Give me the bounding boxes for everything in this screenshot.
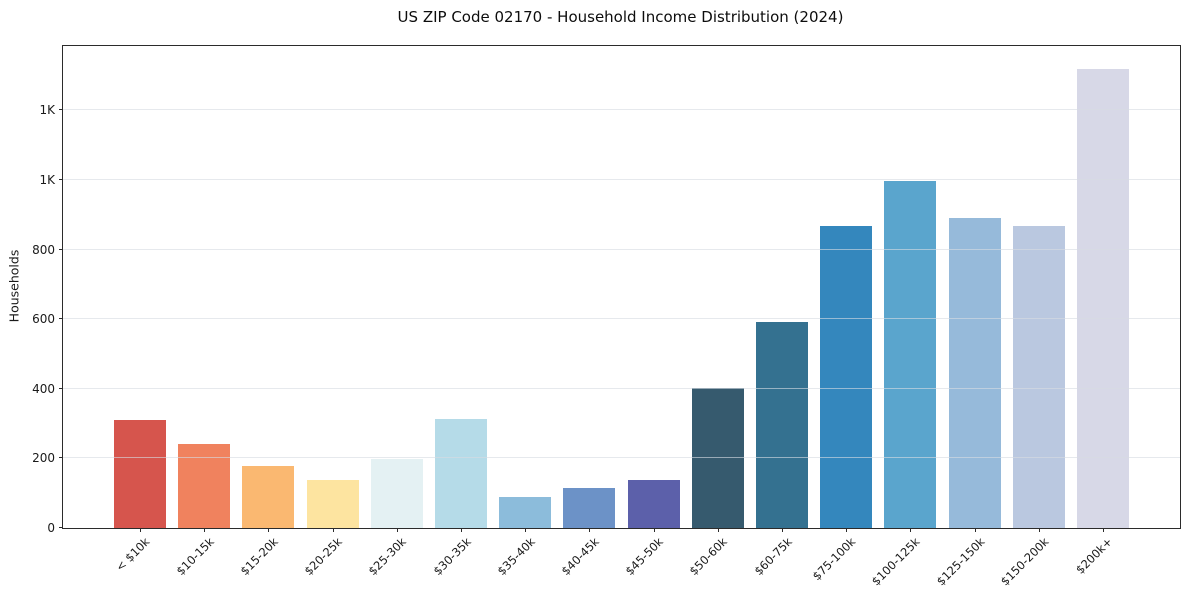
x-tick-label-text-150-200k: $150-200k — [997, 534, 1052, 589]
bar-slot-10-15k — [172, 46, 236, 528]
x-tick-mark-10k — [140, 528, 142, 532]
bar-slot-25-30k — [365, 46, 429, 528]
bar-slot-30-35k — [429, 46, 493, 528]
y-axis-label: Households — [6, 249, 22, 323]
bar-slot-50-60k — [686, 46, 750, 528]
x-tick-mark-150-200k — [1038, 528, 1040, 532]
x-tick-label-text-35-40k: $35-40k — [494, 534, 538, 579]
bar-slot-15-20k — [236, 46, 300, 528]
x-tick-mark-15-20k — [268, 528, 270, 532]
bar-30-35k — [435, 418, 488, 528]
bar-100-125k — [884, 181, 937, 528]
x-tick-mark-20-25k — [332, 528, 334, 532]
bar-slot-75-100k — [814, 46, 878, 528]
bar-200k — [1076, 69, 1129, 528]
y-tick-mark-800 — [59, 248, 63, 250]
x-tick-label-text-50-60k: $50-60k — [686, 534, 731, 579]
bar-75-100k — [820, 225, 873, 528]
x-tick-label-text-60-75k: $60-75k — [751, 534, 795, 579]
bar-10k — [114, 420, 167, 528]
bar-50-60k — [691, 387, 744, 528]
bar-45-50k — [627, 479, 680, 528]
y-tick-label-1200: 1K — [39, 103, 55, 118]
bar-slot-40-45k — [557, 46, 621, 528]
x-tick-mark-10-15k — [204, 528, 206, 532]
x-tick-label-text-100-125k: $100-125k — [869, 534, 923, 589]
bar-slot-100-125k — [878, 46, 942, 528]
x-tick-label-text-75-100k: $75-100k — [810, 534, 859, 584]
x-tick-label-text-10-15k: $10-15k — [173, 534, 217, 579]
bar-60-75k — [755, 321, 808, 528]
y-tick-mark-1000 — [59, 179, 63, 180]
x-tick-mark-50-60k — [717, 528, 719, 532]
chart-title: US ZIP Code 02170 - Household Income Dis… — [397, 8, 844, 26]
bar-20-25k — [306, 479, 359, 528]
x-tick-label-text-15-20k: $15-20k — [237, 534, 281, 579]
y-tick-label-600: 600 — [32, 312, 55, 327]
bar-slot-45-50k — [622, 46, 686, 528]
bar-25-30k — [370, 459, 423, 528]
bar-125-150k — [948, 217, 1001, 528]
y-tick-label-400: 400 — [32, 381, 55, 396]
bar-slot-60-75k — [750, 46, 814, 528]
bar-slot-150-200k — [1007, 46, 1071, 528]
bar-35-40k — [499, 497, 552, 528]
y-tick-label-200: 200 — [32, 451, 55, 466]
y-tick-label-0: 0 — [47, 521, 55, 535]
bar-slot-200k — [1071, 46, 1135, 528]
x-tick-label-text-200k: $200k+ — [1073, 534, 1116, 577]
x-tick-label-text-30-35k: $30-35k — [430, 534, 474, 579]
y-tick-label-800: 800 — [32, 242, 55, 257]
y-tick-mark-400 — [59, 387, 63, 389]
bar-15-20k — [242, 466, 295, 528]
x-tick-label-text-10k: < $10k — [113, 534, 153, 575]
x-tick-mark-100-125k — [910, 528, 912, 532]
y-tick-mark-1200 — [59, 109, 63, 111]
x-tick-mark-45-50k — [653, 528, 655, 532]
y-tick-mark-0 — [59, 527, 63, 528]
y-tick-label-1000: 1K — [39, 173, 55, 187]
bars-container — [63, 46, 1180, 528]
y-tick-mark-200 — [59, 457, 63, 459]
x-tick-label-text-125-150k: $125-150k — [933, 534, 988, 589]
bar-150-200k — [1012, 225, 1065, 528]
x-tick-label-text-40-45k: $40-45k — [558, 534, 602, 579]
x-tick-label-text-45-50k: $45-50k — [622, 534, 667, 579]
x-tick-mark-60-75k — [781, 528, 783, 532]
x-tick-mark-25-30k — [396, 528, 398, 532]
x-tick-mark-125-150k — [974, 528, 976, 532]
bar-slot-35-40k — [493, 46, 557, 528]
x-tick-mark-30-35k — [461, 528, 463, 532]
bar-slot-10k — [108, 46, 172, 528]
bar-10-15k — [178, 444, 231, 528]
plot-area: 0 200 400 600 800 1K 1K < $10k $10-15k $15-20k $20… — [32, 45, 1181, 588]
y-tick-mark-600 — [59, 318, 63, 320]
x-tick-label-text-20-25k: $20-25k — [301, 534, 346, 579]
x-tick-mark-40-45k — [589, 528, 591, 532]
bar-40-45k — [563, 487, 616, 528]
bar-slot-20-25k — [301, 46, 365, 528]
x-tick-mark-75-100k — [846, 528, 848, 532]
bar-slot-125-150k — [942, 46, 1006, 528]
x-tick-label-text-25-30k: $25-30k — [365, 534, 410, 579]
x-tick-mark-35-40k — [525, 528, 527, 532]
x-tick-mark-200k — [1102, 528, 1104, 532]
